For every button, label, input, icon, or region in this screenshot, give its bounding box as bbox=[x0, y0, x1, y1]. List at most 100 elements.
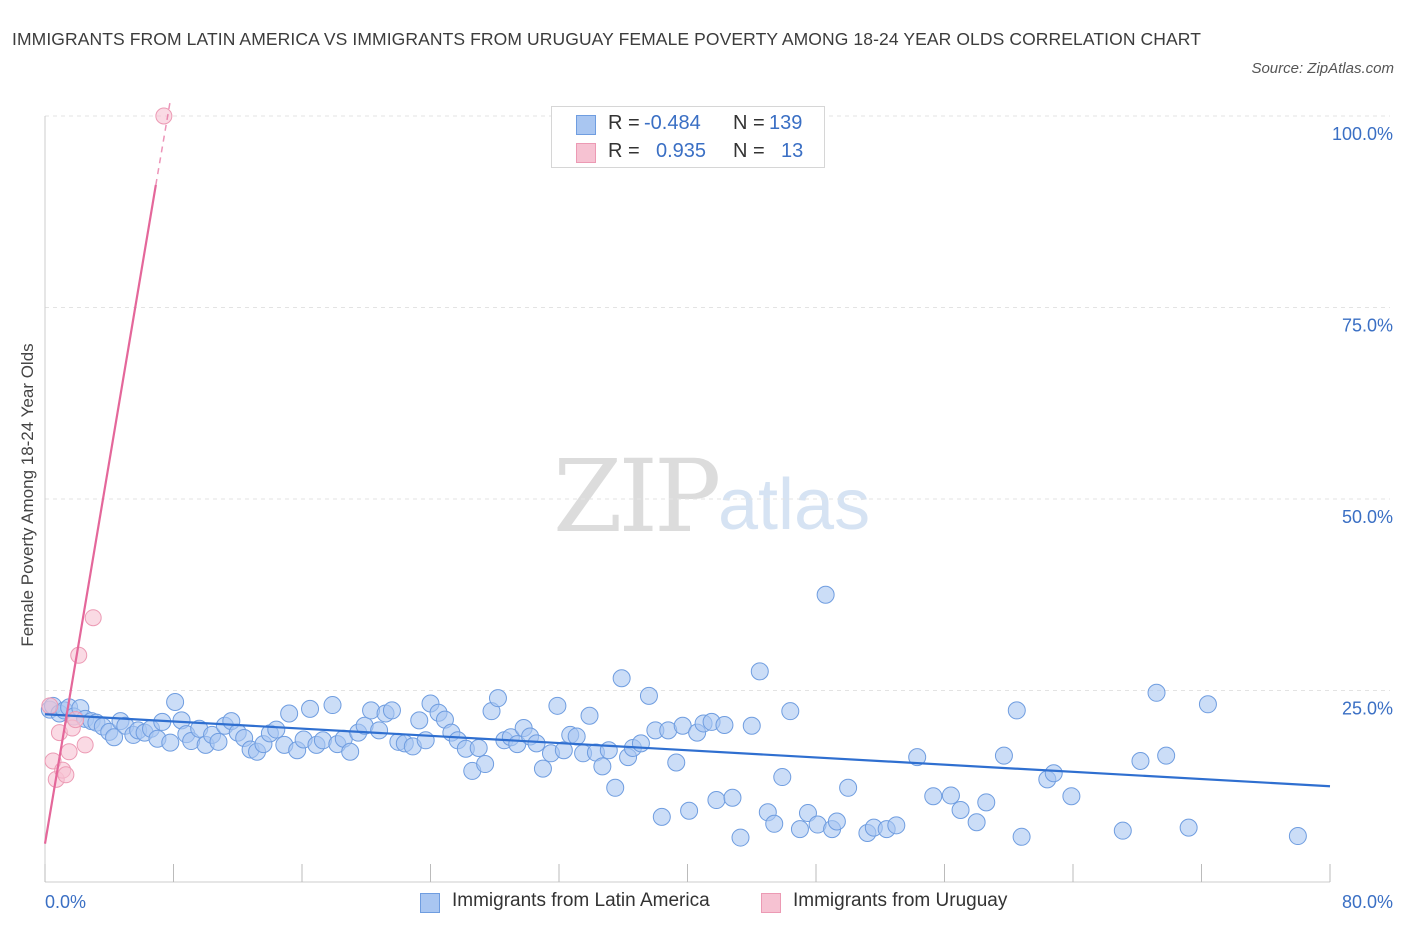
data-point-latin-america bbox=[548, 696, 567, 715]
data-point-latin-america bbox=[707, 791, 726, 810]
data-point-latin-america bbox=[994, 746, 1013, 765]
data-point-latin-america bbox=[967, 813, 986, 832]
data-point-latin-america bbox=[667, 753, 686, 772]
data-point-latin-america bbox=[639, 686, 658, 705]
x-tick-label-min: 0.0% bbox=[45, 892, 86, 912]
data-point-latin-america bbox=[765, 814, 784, 833]
legend-r-label: R = bbox=[608, 112, 640, 134]
source-label: Source: ZipAtlas.com bbox=[1251, 60, 1394, 77]
data-point-latin-america bbox=[731, 828, 750, 847]
data-point-uruguay bbox=[41, 697, 59, 715]
data-point-latin-america bbox=[652, 807, 671, 826]
data-point-latin-america bbox=[382, 701, 401, 720]
data-point-latin-america bbox=[280, 704, 299, 723]
data-point-latin-america bbox=[533, 759, 552, 778]
data-point-latin-america bbox=[1062, 787, 1081, 806]
data-point-uruguay bbox=[67, 711, 85, 729]
data-point-latin-america bbox=[790, 820, 809, 839]
watermark-logo: ZIP bbox=[553, 438, 721, 555]
watermark-logo-atlas: atlas bbox=[718, 465, 871, 545]
legend-n-label: N = bbox=[733, 140, 765, 162]
data-point-latin-america bbox=[827, 812, 846, 831]
data-point-latin-america bbox=[469, 738, 488, 757]
data-point-uruguay bbox=[57, 766, 75, 784]
data-point-uruguay bbox=[84, 609, 102, 627]
series-latin-america-points bbox=[40, 585, 1307, 847]
chart-title: IMMIGRANTS FROM LATIN AMERICA VS IMMIGRA… bbox=[12, 29, 1201, 49]
data-point-latin-america bbox=[341, 742, 360, 761]
x-tick-label-max: 80.0% bbox=[1342, 892, 1393, 912]
data-point-latin-america bbox=[527, 734, 546, 753]
data-point-latin-america bbox=[908, 748, 927, 767]
data-point-latin-america bbox=[267, 720, 286, 739]
stats-legend: R = -0.484 N = 139 R = 0.935 N = 13 bbox=[551, 106, 825, 168]
data-point-latin-america bbox=[476, 755, 495, 774]
legend-r-label: R = bbox=[608, 140, 640, 162]
legend-n-value: 139 bbox=[769, 112, 803, 134]
legend-swatch-pink bbox=[761, 893, 781, 913]
data-point-latin-america bbox=[742, 716, 761, 735]
data-point-latin-america bbox=[631, 734, 650, 753]
data-point-latin-america bbox=[593, 757, 612, 776]
legend-r-value: 0.935 bbox=[656, 140, 707, 162]
data-point-latin-america bbox=[723, 788, 742, 807]
data-point-latin-america bbox=[1113, 821, 1132, 840]
data-point-latin-america bbox=[715, 715, 734, 734]
y-tick-label: 50.0% bbox=[1342, 507, 1393, 527]
legend-n-value: 13 bbox=[781, 140, 804, 162]
data-point-latin-america bbox=[105, 728, 124, 747]
data-point-latin-america bbox=[798, 804, 817, 823]
data-point-latin-america bbox=[567, 727, 586, 746]
data-point-uruguay bbox=[60, 743, 78, 761]
trendline-uruguay bbox=[43, 184, 157, 844]
data-point-latin-america bbox=[1012, 827, 1031, 846]
data-point-latin-america bbox=[612, 669, 631, 688]
legend-label: Immigrants from Uruguay bbox=[793, 890, 1008, 911]
y-tick-label: 25.0% bbox=[1342, 699, 1393, 719]
data-point-latin-america bbox=[673, 716, 692, 735]
data-point-latin-america bbox=[680, 801, 699, 820]
data-point-latin-america bbox=[1198, 695, 1217, 714]
data-point-latin-america bbox=[1044, 764, 1063, 783]
data-point-latin-america bbox=[606, 778, 625, 797]
y-tick-label: 75.0% bbox=[1342, 316, 1393, 336]
data-point-latin-america bbox=[1157, 746, 1176, 765]
data-point-latin-america bbox=[977, 793, 996, 812]
legend-label: Immigrants from Latin America bbox=[452, 890, 710, 911]
trendline-uruguay-extension bbox=[155, 100, 172, 186]
data-point-latin-america bbox=[410, 711, 429, 730]
legend-swatch-blue bbox=[420, 893, 440, 913]
data-point-latin-america bbox=[488, 689, 507, 708]
data-point-latin-america bbox=[301, 699, 320, 718]
data-point-uruguay bbox=[76, 736, 94, 754]
data-point-latin-america bbox=[166, 692, 185, 711]
data-point-latin-america bbox=[1179, 818, 1198, 837]
data-point-latin-america bbox=[1288, 827, 1307, 846]
y-tick-label: 100.0% bbox=[1332, 124, 1393, 144]
legend-r-value: -0.484 bbox=[644, 112, 701, 134]
data-point-latin-america bbox=[924, 787, 943, 806]
data-point-latin-america bbox=[941, 786, 960, 805]
data-point-latin-america bbox=[816, 585, 835, 604]
trendline-latin-america bbox=[44, 713, 1331, 788]
series-legend: Immigrants from Latin America Immigrants… bbox=[0, 890, 1406, 916]
data-point-latin-america bbox=[580, 706, 599, 725]
data-point-latin-america bbox=[773, 768, 792, 787]
data-point-latin-america bbox=[951, 800, 970, 819]
data-point-latin-america bbox=[599, 741, 618, 760]
data-point-latin-america bbox=[370, 721, 389, 740]
data-point-latin-america bbox=[554, 741, 573, 760]
legend-n-label: N = bbox=[733, 112, 765, 134]
data-point-latin-america bbox=[161, 733, 180, 752]
data-point-latin-america bbox=[781, 702, 800, 721]
legend-swatch-blue bbox=[576, 115, 596, 135]
data-point-latin-america bbox=[323, 696, 342, 715]
data-point-latin-america bbox=[1147, 683, 1166, 702]
data-point-latin-america bbox=[1007, 701, 1026, 720]
data-point-uruguay bbox=[155, 107, 173, 125]
data-point-latin-america bbox=[750, 662, 769, 681]
data-point-latin-america bbox=[209, 732, 228, 751]
legend-swatch-pink bbox=[576, 143, 596, 163]
data-point-latin-america bbox=[839, 778, 858, 797]
